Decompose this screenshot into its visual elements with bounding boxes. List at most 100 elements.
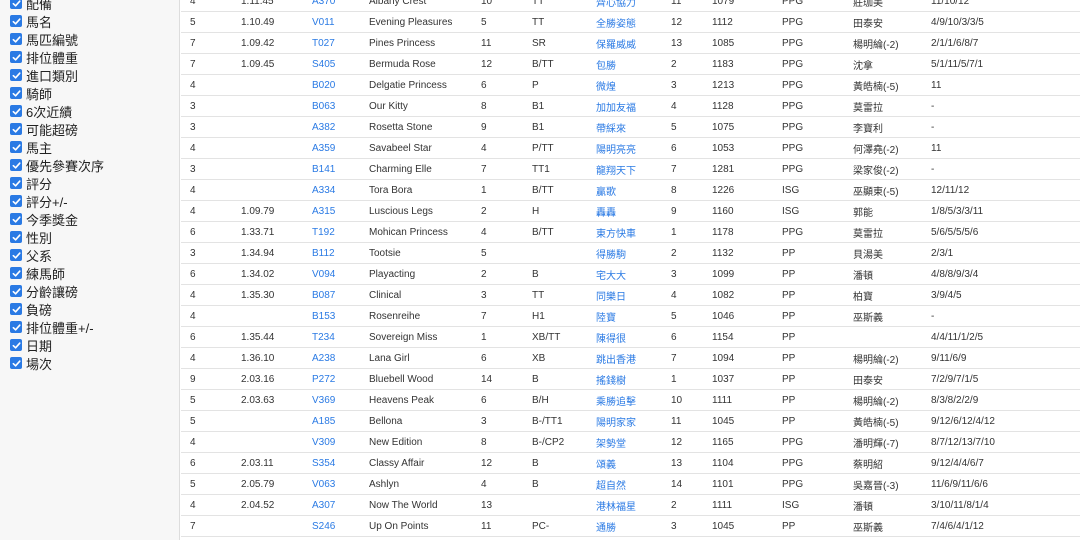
cell-horse-name[interactable]: 帶綵來 — [596, 116, 671, 138]
checkbox-checked-icon[interactable] — [10, 321, 22, 333]
cell-import-type: PPG — [782, 452, 853, 474]
cell-horse-code[interactable]: V011 — [312, 11, 369, 33]
checkbox-checked-icon[interactable] — [10, 231, 22, 243]
cell-horse-name[interactable]: 齊心協力 — [596, 0, 671, 12]
cell-horse-name[interactable]: 乘勝追擊 — [596, 389, 671, 411]
checkbox-checked-icon[interactable] — [10, 267, 22, 279]
cell-horse-code[interactable]: S246 — [312, 515, 369, 537]
cell-horse-name[interactable]: 龍翔天下 — [596, 158, 671, 180]
cell-weight-order: 3 — [671, 263, 712, 285]
column-toggle-item[interactable]: 今季獎金 — [10, 210, 104, 228]
cell-horse-name[interactable]: 微煌 — [596, 74, 671, 96]
cell-horse-code[interactable]: B153 — [312, 305, 369, 327]
column-toggle-item[interactable]: 馬主 — [10, 138, 104, 156]
checkbox-checked-icon[interactable] — [10, 303, 22, 315]
checkbox-checked-icon[interactable] — [10, 105, 22, 117]
checkbox-checked-icon[interactable] — [10, 285, 22, 297]
cell-horse-code[interactable]: A307 — [312, 494, 369, 516]
column-toggle-item[interactable]: 場次 — [10, 354, 104, 372]
cell-horse-name[interactable]: 搖錢樹 — [596, 368, 671, 390]
checkbox-checked-icon[interactable] — [10, 87, 22, 99]
cell-horse-name[interactable]: 通勝 — [596, 515, 671, 537]
cell-horse-name[interactable]: 保羅威威 — [596, 32, 671, 54]
cell-horse-name[interactable]: 跳出香港 — [596, 347, 671, 369]
cell-horse-name[interactable]: 陽明家家 — [596, 410, 671, 432]
cell-horse-name[interactable]: 贏歌 — [596, 179, 671, 201]
checkbox-checked-icon[interactable] — [10, 69, 22, 81]
cell-horse-code[interactable]: B112 — [312, 242, 369, 264]
cell-horse-name[interactable]: 陽明亮亮 — [596, 137, 671, 159]
cell-horse-name[interactable]: 轟轟 — [596, 200, 671, 222]
cell-horse-code[interactable]: A315 — [312, 200, 369, 222]
cell-horse-name[interactable]: 超自然 — [596, 473, 671, 495]
column-toggle-item[interactable]: 分齡讓磅 — [10, 282, 104, 300]
column-toggle-item[interactable]: 日期 — [10, 336, 104, 354]
cell-horse-name[interactable]: 陸寶 — [596, 305, 671, 327]
column-toggle-item[interactable]: 練馬師 — [10, 264, 104, 282]
column-toggle-item[interactable]: 排位體重 — [10, 48, 104, 66]
checkbox-checked-icon[interactable] — [10, 33, 22, 45]
cell-horse-code[interactable]: A382 — [312, 116, 369, 138]
column-toggle-item[interactable]: 6次近績 — [10, 102, 104, 120]
cell-horse-name[interactable]: 頌義 — [596, 452, 671, 474]
cell-weight-order: 11 — [671, 410, 712, 432]
cell-horse-name[interactable]: 全勝姿態 — [596, 11, 671, 33]
cell-horse-name[interactable]: 包勝 — [596, 53, 671, 75]
cell-horse-code[interactable]: V369 — [312, 389, 369, 411]
checkbox-checked-icon[interactable] — [10, 339, 22, 351]
cell-horse-code[interactable]: S405 — [312, 53, 369, 75]
cell-horse-code[interactable]: A370 — [312, 0, 369, 12]
cell-horse-code[interactable]: S354 — [312, 452, 369, 474]
cell-last-6: - — [931, 95, 1080, 117]
cell-horse-code[interactable]: P272 — [312, 368, 369, 390]
column-toggle-label: 可能超磅 — [26, 122, 79, 138]
column-toggle-item[interactable]: 馬名 — [10, 12, 104, 30]
column-toggle-item[interactable]: 配備 — [10, 0, 104, 12]
column-toggle-item[interactable]: 父系 — [10, 246, 104, 264]
column-toggle-item[interactable]: 性別 — [10, 228, 104, 246]
checkbox-checked-icon[interactable] — [10, 0, 22, 9]
checkbox-checked-icon[interactable] — [10, 15, 22, 27]
cell-horse-code[interactable]: V309 — [312, 431, 369, 453]
column-toggle-item[interactable]: 排位體重+/- — [10, 318, 104, 336]
column-toggle-item[interactable]: 評分 — [10, 174, 104, 192]
checkbox-checked-icon[interactable] — [10, 213, 22, 225]
cell-horse-code[interactable]: A334 — [312, 179, 369, 201]
cell-horse-code[interactable]: A238 — [312, 347, 369, 369]
column-toggle-item[interactable]: 評分+/- — [10, 192, 104, 210]
checkbox-checked-icon[interactable] — [10, 51, 22, 63]
checkbox-checked-icon[interactable] — [10, 357, 22, 369]
cell-jockey: 蔡明紹 — [853, 452, 931, 474]
checkbox-checked-icon[interactable] — [10, 177, 22, 189]
cell-horse-name[interactable]: 同樂日 — [596, 284, 671, 306]
checkbox-checked-icon[interactable] — [10, 123, 22, 135]
cell-horse-code[interactable]: A359 — [312, 137, 369, 159]
cell-horse-name[interactable]: 東方快車 — [596, 221, 671, 243]
cell-horse-code[interactable]: A185 — [312, 410, 369, 432]
column-toggle-item[interactable]: 可能超磅 — [10, 120, 104, 138]
checkbox-checked-icon[interactable] — [10, 141, 22, 153]
column-toggle-item[interactable]: 騎師 — [10, 84, 104, 102]
cell-horse-name[interactable]: 得勝駒 — [596, 242, 671, 264]
cell-horse-code[interactable]: T027 — [312, 32, 369, 54]
cell-horse-name[interactable]: 架勢堂 — [596, 431, 671, 453]
cell-horse-code[interactable]: T192 — [312, 221, 369, 243]
cell-horse-name[interactable]: 陳得很 — [596, 326, 671, 348]
checkbox-checked-icon[interactable] — [10, 249, 22, 261]
cell-horse-code[interactable]: B087 — [312, 284, 369, 306]
checkbox-checked-icon[interactable] — [10, 159, 22, 171]
cell-horse-code[interactable]: V063 — [312, 473, 369, 495]
column-toggle-item[interactable]: 負磅 — [10, 300, 104, 318]
cell-horse-code[interactable]: B063 — [312, 95, 369, 117]
cell-horse-name[interactable]: 宅大大 — [596, 263, 671, 285]
column-toggle-item[interactable]: 進口類別 — [10, 66, 104, 84]
cell-horse-code[interactable]: V094 — [312, 263, 369, 285]
column-toggle-item[interactable]: 馬匹編號 — [10, 30, 104, 48]
cell-horse-code[interactable]: B020 — [312, 74, 369, 96]
cell-horse-name[interactable]: 加加友福 — [596, 95, 671, 117]
checkbox-checked-icon[interactable] — [10, 195, 22, 207]
column-toggle-item[interactable]: 優先參賽次序 — [10, 156, 104, 174]
cell-horse-code[interactable]: B141 — [312, 158, 369, 180]
cell-horse-name[interactable]: 港林福星 — [596, 494, 671, 516]
cell-horse-code[interactable]: T234 — [312, 326, 369, 348]
